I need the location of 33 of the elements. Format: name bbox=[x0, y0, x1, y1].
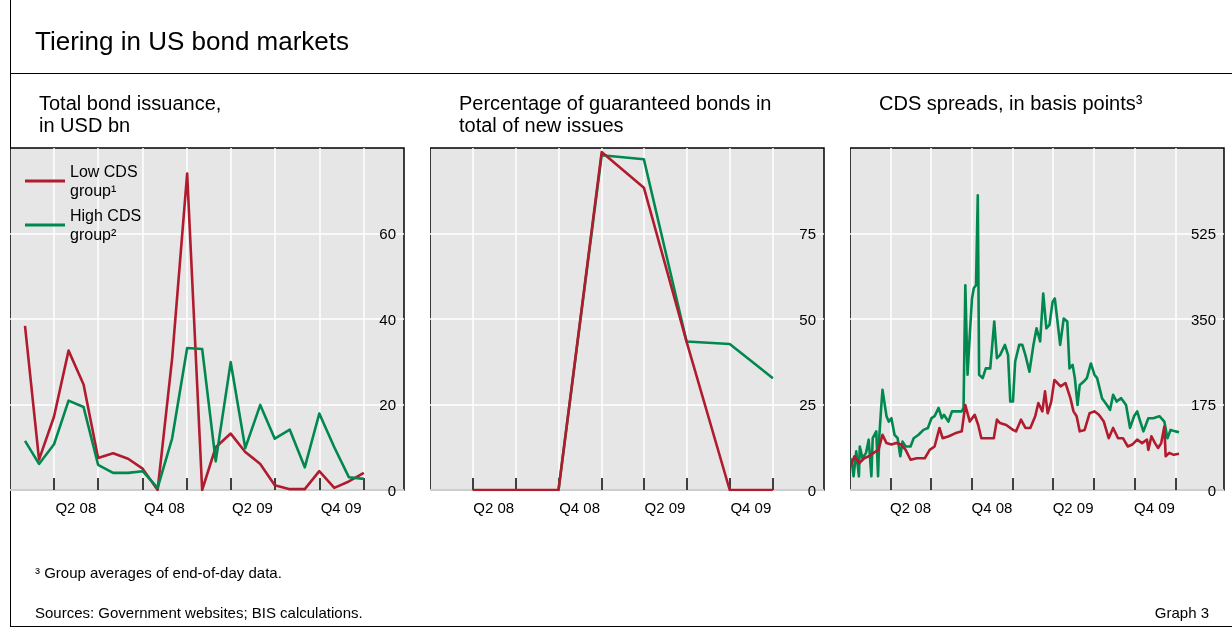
chart-title: Total bond issuance, in USD bn bbox=[39, 92, 227, 136]
y-tick-label: 175 bbox=[1190, 396, 1216, 413]
x-tick-label: Q4 09 bbox=[730, 499, 772, 516]
legend-label: High CDS group² bbox=[70, 207, 146, 243]
y-tick-label: 0 bbox=[1207, 481, 1216, 499]
x-tick-label: Q2 09 bbox=[232, 499, 273, 516]
y-tick-label: 25 bbox=[799, 396, 816, 413]
y-tick-label: 20 bbox=[379, 396, 396, 413]
x-tick-label: Q2 08 bbox=[473, 499, 515, 516]
x-tick-label: Q4 08 bbox=[559, 499, 601, 516]
y-tick-label: 50 bbox=[799, 310, 816, 328]
x-tick-label: Q4 08 bbox=[143, 499, 185, 516]
x-tick-label: Q2 09 bbox=[644, 499, 686, 516]
y-tick-label: 525 bbox=[1190, 225, 1216, 242]
text: ³ Group averages of end-of-day data. bbox=[35, 564, 282, 581]
text: Tiering in US bond markets bbox=[35, 26, 350, 57]
x-tick-label: Q2 08 bbox=[55, 499, 97, 516]
y-tick-label: 75 bbox=[799, 225, 816, 242]
y-tick-label: 0 bbox=[387, 481, 396, 499]
y-tick-label: 350 bbox=[1190, 310, 1216, 328]
y-tick-label: 0 bbox=[807, 481, 816, 499]
x-tick-label: Q4 09 bbox=[1134, 499, 1175, 516]
x-tick-label: Q4 09 bbox=[320, 499, 362, 516]
x-tick-label: Q2 08 bbox=[890, 499, 931, 516]
y-tick-label: 40 bbox=[379, 310, 396, 328]
caption: Graph 3 bbox=[1154, 604, 1209, 621]
chart-title: CDS spreads, in basis points³ bbox=[879, 92, 1143, 114]
chart-title: Percentage of guaranteed bonds in total of new issues bbox=[459, 92, 778, 136]
x-tick-label: Q2 09 bbox=[1052, 499, 1094, 516]
y-tick-label: 60 bbox=[379, 225, 396, 242]
legend-label: Low CDS group¹ bbox=[70, 163, 143, 199]
source-note: Sources: Government websites; BIS calculations. bbox=[35, 604, 363, 621]
x-tick-label: Q4 08 bbox=[971, 499, 1013, 516]
